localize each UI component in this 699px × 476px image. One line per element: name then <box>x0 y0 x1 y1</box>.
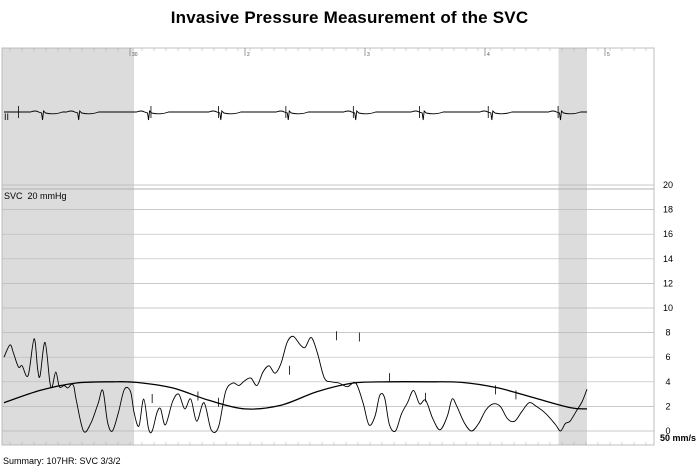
pressure-channel-label: SVC 20 mmHg <box>4 191 67 201</box>
chart-title: Invasive Pressure Measurement of the SVC <box>170 8 529 27</box>
time-markers: 30 2 3 4 5 <box>9 48 647 445</box>
time-marker-label-1: 30 <box>132 52 138 58</box>
pressure-panel-frame <box>1 188 655 446</box>
time-marker-label-2: 2 <box>247 52 250 58</box>
y-tick-label-2: 2 <box>665 401 670 411</box>
pressure-series-2 <box>3 381 588 410</box>
sweep-speed-label: 50 mm/s <box>660 433 696 443</box>
y-tick-label-4: 4 <box>665 377 670 387</box>
pressure-traces <box>3 331 588 434</box>
summary-text: Summary: 107HR: SVC 3/3/2 <box>3 456 121 466</box>
y-tick-label-14: 14 <box>663 254 673 264</box>
ecg-trace <box>4 106 587 121</box>
y-tick-label-8: 8 <box>665 328 670 338</box>
time-marker-label-5: 5 <box>607 52 610 58</box>
y-tick-label-10: 10 <box>663 303 673 313</box>
y-tick-label-20: 20 <box>663 180 673 190</box>
ecg-lead-label: II <box>4 112 9 122</box>
shaded-regions <box>2 48 587 445</box>
y-tick-label-18: 18 <box>663 205 673 215</box>
time-marker-label-3: 3 <box>367 52 370 58</box>
pressure-series-1 <box>3 335 588 434</box>
y-axis-tick-labels: 0 2 4 6 8 10 12 14 16 18 20 <box>663 180 673 436</box>
shaded-region-1 <box>2 48 135 445</box>
y-tick-label-12: 12 <box>663 278 673 288</box>
time-marker-label-4: 4 <box>487 52 490 58</box>
y-tick-label-0: 0 <box>665 426 670 436</box>
y-tick-label-16: 16 <box>663 229 673 239</box>
ecg-line <box>4 110 587 121</box>
y-tick-label-6: 6 <box>665 352 670 362</box>
shaded-region-2 <box>558 48 587 445</box>
